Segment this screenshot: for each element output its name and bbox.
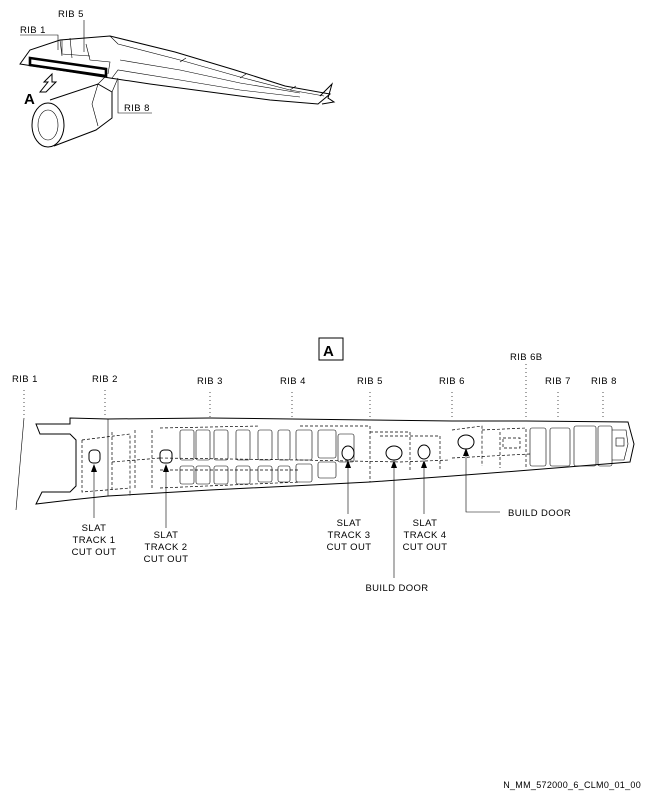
slat-track-4-line2: TRACK 4 <box>404 530 447 541</box>
rib-7-label: RIB 7 <box>545 376 571 387</box>
locator-view-letter: A <box>24 91 35 108</box>
leader-arrows <box>91 448 500 578</box>
locator-rib1-label: RIB 1 <box>20 25 46 36</box>
internal-panel-grid <box>81 425 531 496</box>
slat-track-3-line3: CUT OUT <box>327 542 372 553</box>
slat-track-3-line2: TRACK 3 <box>328 530 371 541</box>
slat-track-4-line3: CUT OUT <box>403 542 448 553</box>
aircraft-locator-view: RIB 1 RIB 5 RIB 8 A <box>19 9 336 148</box>
build-door-2 <box>457 434 475 450</box>
slat-track-1-line3: CUT OUT <box>72 547 117 558</box>
slat-track-2-line3: CUT OUT <box>144 554 189 565</box>
slat-track-1-line1: SLAT <box>82 523 107 534</box>
slat-track-2-line1: SLAT <box>154 530 179 541</box>
slat-track-4-line1: SLAT <box>413 518 438 529</box>
detail-view-a: A RIB 1 RIB 2 RIB 3 RIB 4 RIB 5 RIB 6 RI… <box>12 337 635 594</box>
slat-track-1-cutout <box>88 449 101 464</box>
rib-cells <box>179 425 629 485</box>
slat-track-3-cutout <box>341 445 355 461</box>
build-door-1 <box>385 445 403 461</box>
slat-track-2-line2: TRACK 2 <box>145 542 188 553</box>
rib-1-label: RIB 1 <box>12 374 38 385</box>
slat-track-1-line2: TRACK 1 <box>73 535 116 546</box>
locator-rib5-label: RIB 5 <box>58 9 84 20</box>
rib-8-label: RIB 8 <box>591 376 617 387</box>
detail-view-letter: A <box>323 343 334 360</box>
slat-track-3-line1: SLAT <box>337 518 362 529</box>
rib-6-label: RIB 6 <box>439 376 465 387</box>
rib-2-label: RIB 2 <box>92 374 118 385</box>
build-door-2-label: BUILD DOOR <box>508 508 571 519</box>
rib-3-label: RIB 3 <box>197 376 223 387</box>
rib-4-label: RIB 4 <box>280 376 306 387</box>
rib-5-label: RIB 5 <box>357 376 383 387</box>
locator-rib8-label: RIB 8 <box>124 103 150 114</box>
rib-6b-label: RIB 6B <box>510 352 543 363</box>
reference-code: N_MM_572000_6_CLM0_01_00 <box>503 780 641 790</box>
slat-track-4-cutout <box>417 444 431 460</box>
build-door-1-label: BUILD DOOR <box>365 583 428 594</box>
cutouts <box>88 434 475 464</box>
slat-track-2-cutout <box>159 449 173 464</box>
